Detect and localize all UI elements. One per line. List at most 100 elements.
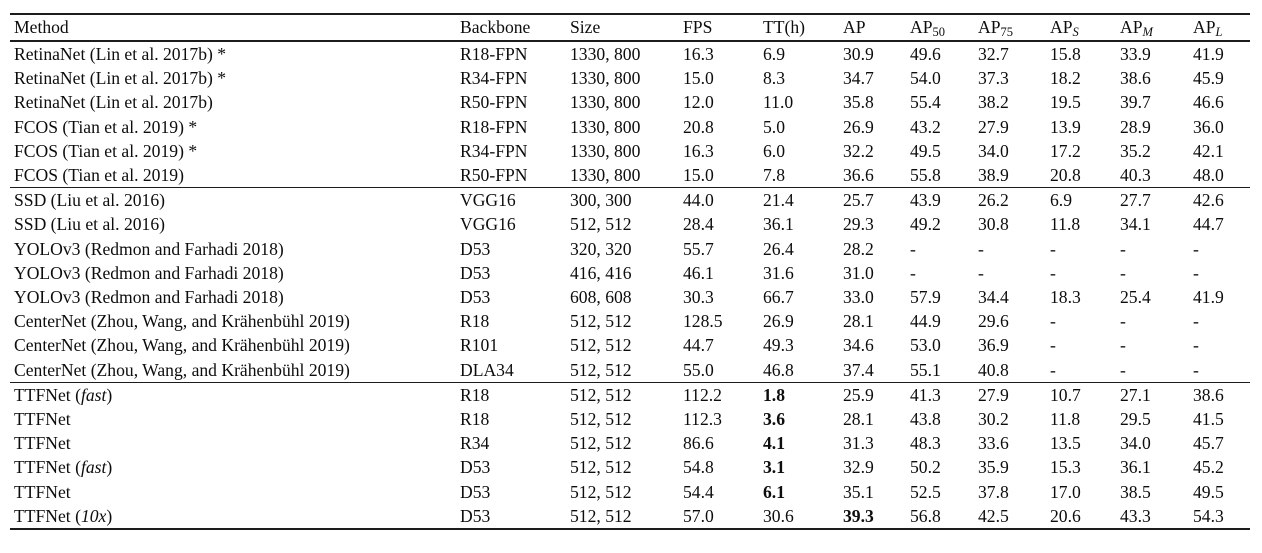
column-header-tth: TT(h) bbox=[763, 14, 843, 42]
value-cell: 38.2 bbox=[978, 92, 1009, 113]
value-cell: D53 bbox=[460, 238, 491, 259]
method-cell: SSD (Liu et al. 2016) bbox=[10, 187, 460, 213]
value-cell: 28.9 bbox=[1120, 116, 1151, 137]
value-cell: - bbox=[1050, 359, 1056, 380]
value-cell: - bbox=[1050, 335, 1056, 356]
value-cell: 6.9 bbox=[1050, 187, 1120, 213]
value-cell: 1330, 800 bbox=[570, 44, 641, 64]
value-cell: 34.0 bbox=[978, 140, 1009, 161]
value-cell: 27.7 bbox=[1120, 187, 1193, 213]
value-cell: 49.3 bbox=[763, 335, 794, 356]
table-row: RetinaNet (Lin et al. 2017b) R50-FPN 1330,… bbox=[10, 90, 1250, 114]
value-cell: 26.2 bbox=[978, 187, 1050, 213]
table-row: YOLOv3 (Redmon and Farhadi 2018) D53 416, … bbox=[10, 261, 1250, 285]
value-cell: 5.0 bbox=[763, 116, 785, 137]
value-cell: 57.0 bbox=[683, 505, 714, 526]
value-cell: 55.8 bbox=[910, 165, 941, 186]
value-cell: 46.8 bbox=[763, 359, 794, 380]
method-cell: TTFNet (fast) bbox=[14, 457, 113, 478]
detection-results-table: Method Backbone Size FPS TT(h) AP AP50 AP75 APS A… bbox=[10, 13, 1250, 531]
value-cell: 25.4 bbox=[1120, 287, 1151, 308]
value-cell: 27.9 bbox=[978, 116, 1009, 137]
column-header-method: Method bbox=[10, 14, 460, 42]
value-cell: 43.8 bbox=[910, 409, 941, 430]
value-cell: 36.9 bbox=[978, 335, 1009, 356]
value-cell: 27.1 bbox=[1120, 381, 1193, 408]
value-cell: 39.7 bbox=[1120, 92, 1151, 113]
value-cell: 15.0 bbox=[683, 68, 714, 89]
value-cell: 26.4 bbox=[763, 238, 794, 259]
value-cell: 46.1 bbox=[683, 262, 714, 283]
value-cell: 29.5 bbox=[1120, 409, 1151, 430]
value-cell: 6.1 bbox=[763, 481, 785, 502]
value-cell: 512, 512 bbox=[570, 505, 632, 526]
value-cell: - bbox=[1050, 238, 1056, 259]
value-cell: R34-FPN bbox=[460, 68, 528, 89]
value-cell: 10.7 bbox=[1050, 381, 1120, 408]
value-cell: R34 bbox=[460, 433, 490, 454]
value-cell: - bbox=[1193, 238, 1199, 259]
value-cell: 28.2 bbox=[843, 238, 874, 259]
value-cell: - bbox=[978, 262, 984, 283]
column-header-apm: APM bbox=[1120, 14, 1193, 42]
value-cell: - bbox=[1193, 359, 1199, 380]
value-cell: 56.8 bbox=[910, 505, 941, 526]
value-cell: 18.2 bbox=[1050, 68, 1081, 89]
value-cell: 17.2 bbox=[1050, 140, 1081, 161]
value-cell: 41.9 bbox=[1193, 44, 1224, 64]
value-cell: 608, 608 bbox=[570, 287, 632, 308]
value-cell: 20.6 bbox=[1050, 505, 1081, 526]
value-cell: 41.3 bbox=[910, 381, 978, 408]
value-cell: 3.6 bbox=[763, 409, 785, 430]
value-cell: 53.0 bbox=[910, 335, 941, 356]
value-cell: 16.3 bbox=[683, 44, 714, 64]
method-cell: FCOS (Tian et al. 2019) * bbox=[14, 140, 198, 161]
value-cell: DLA34 bbox=[460, 359, 514, 380]
value-cell: VGG16 bbox=[460, 214, 516, 235]
value-cell: 49.2 bbox=[910, 214, 941, 235]
value-cell: R18 bbox=[460, 381, 570, 408]
method-cell: TTFNet (fast) bbox=[10, 381, 460, 408]
column-header-aps: APS bbox=[1050, 14, 1120, 42]
value-cell: 45.2 bbox=[1193, 457, 1224, 478]
value-cell: D53 bbox=[460, 457, 491, 478]
value-cell: R50-FPN bbox=[460, 92, 528, 113]
value-cell: 512, 512 bbox=[570, 457, 632, 478]
value-cell: 30.6 bbox=[763, 505, 794, 526]
value-cell: 37.3 bbox=[978, 68, 1009, 89]
table-row: SSD (Liu et al. 2016) VGG16 300, 300 44.0 21… bbox=[10, 187, 1250, 213]
method-cell: YOLOv3 (Redmon and Farhadi 2018) bbox=[14, 238, 284, 259]
value-cell: - bbox=[1193, 262, 1199, 283]
value-cell: 15.3 bbox=[1050, 457, 1081, 478]
value-cell: 35.9 bbox=[978, 457, 1009, 478]
table-row: FCOS (Tian et al. 2019) R50-FPN 1330, 800 1… bbox=[10, 163, 1250, 188]
value-cell: - bbox=[1193, 335, 1199, 356]
value-cell: 54.4 bbox=[683, 481, 714, 502]
value-cell: 13.9 bbox=[1050, 116, 1081, 137]
value-cell: 20.8 bbox=[1050, 165, 1081, 186]
value-cell: 30.9 bbox=[843, 44, 874, 64]
table-row: CenterNet (Zhou, Wang, and Krähenbühl 20… bbox=[10, 333, 1250, 357]
value-cell: 42.1 bbox=[1193, 140, 1224, 161]
value-cell: 36.0 bbox=[1193, 116, 1224, 137]
method-cell: CenterNet (Zhou, Wang, and Krähenbühl 20… bbox=[14, 359, 350, 380]
value-cell: - bbox=[1120, 238, 1126, 259]
value-cell: D53 bbox=[460, 262, 491, 283]
value-cell: 55.0 bbox=[683, 359, 714, 380]
value-cell: 29.3 bbox=[843, 214, 874, 235]
value-cell: R101 bbox=[460, 335, 499, 356]
value-cell: - bbox=[910, 238, 916, 259]
table-row: RetinaNet (Lin et al. 2017b) * R34-FPN 133… bbox=[10, 66, 1250, 90]
value-cell: 43.3 bbox=[1120, 505, 1151, 526]
value-cell: 512, 512 bbox=[570, 311, 632, 332]
table-row: TTFNet (10x) D53 512, 512 57.0 30.6 39.3 56.8 4… bbox=[10, 504, 1250, 529]
value-cell: - bbox=[1193, 311, 1199, 332]
value-cell: 32.9 bbox=[843, 457, 874, 478]
value-cell: 26.9 bbox=[763, 311, 794, 332]
value-cell: VGG16 bbox=[460, 187, 570, 213]
method-cell: SSD (Liu et al. 2016) bbox=[14, 214, 165, 235]
value-cell: 55.7 bbox=[683, 238, 714, 259]
value-cell: 18.3 bbox=[1050, 287, 1081, 308]
value-cell: - bbox=[910, 262, 916, 283]
table-row: YOLOv3 (Redmon and Farhadi 2018) D53 608, … bbox=[10, 285, 1250, 309]
